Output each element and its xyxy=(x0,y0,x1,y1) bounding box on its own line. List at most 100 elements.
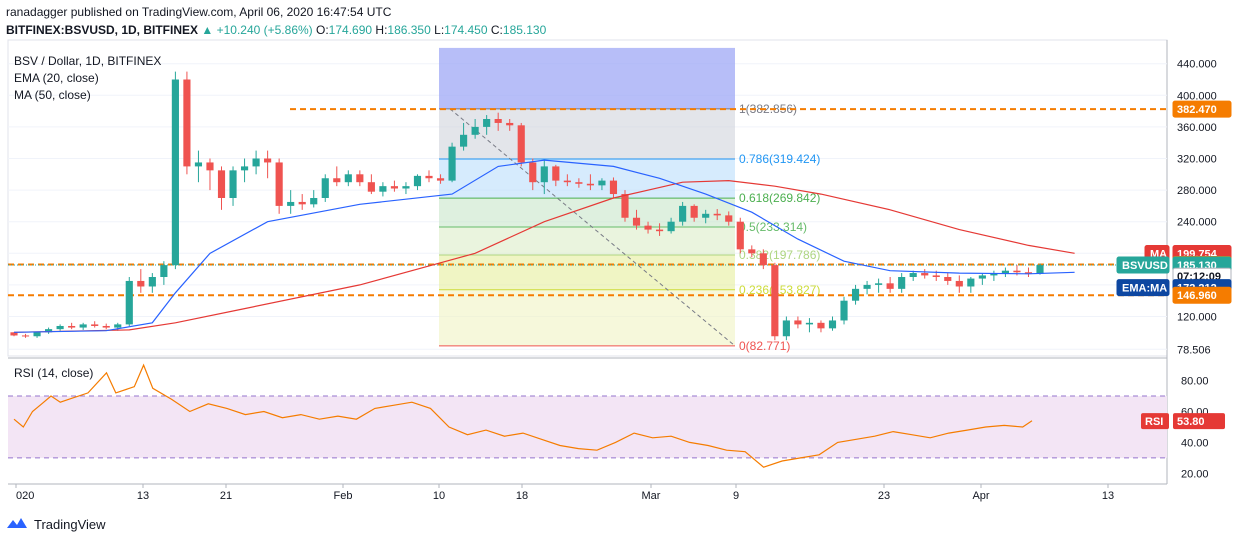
fib-label: 1(382.856) xyxy=(739,102,797,116)
candle-body xyxy=(148,277,156,287)
candle-body xyxy=(171,79,179,266)
fib-label: 0.382(197.786) xyxy=(739,248,820,262)
x-tick-label: 10 xyxy=(433,490,445,502)
candle-body xyxy=(321,178,329,198)
rsi-label-text: RSI xyxy=(1145,416,1163,428)
legend-ma[interactable]: MA (50, close) xyxy=(14,88,91,102)
candle-body xyxy=(252,158,260,167)
published-line: ranadagger published on TradingView.com,… xyxy=(6,5,392,19)
x-tick-label: Mar xyxy=(642,490,661,502)
candle-body xyxy=(402,186,410,189)
price-tag-ema-label-box xyxy=(1116,279,1170,297)
x-tick-label: 020 xyxy=(16,490,34,502)
fib-zone xyxy=(439,289,735,346)
fib-zone xyxy=(439,108,735,159)
candle-body xyxy=(782,320,790,337)
ma50-line xyxy=(13,179,1075,333)
tradingview-brand[interactable]: TradingView xyxy=(6,516,106,533)
price-tag-ema-label: EMA:MA xyxy=(1122,283,1167,295)
ohlc-close-value: 185.130 xyxy=(502,23,547,37)
x-tick-label: 13 xyxy=(1102,490,1114,502)
rsi-value-text: 53.80 xyxy=(1177,416,1205,428)
candle-body xyxy=(679,205,687,222)
candle-body xyxy=(102,325,110,328)
y-tick-label: 280.000 xyxy=(1177,185,1217,197)
candle-body xyxy=(575,182,583,184)
candle-body xyxy=(183,79,191,167)
rsi-tick-label: 40.00 xyxy=(1181,437,1209,449)
rsi-line xyxy=(13,363,1033,468)
candle-body xyxy=(10,332,18,336)
rsi-tick-label: 80.00 xyxy=(1181,376,1209,388)
ohlc-open-label: O: xyxy=(316,23,329,37)
ohlc-high-value: 186.350 xyxy=(387,23,431,37)
candle-body xyxy=(990,273,998,276)
fib-range-box xyxy=(439,47,735,109)
candle-body xyxy=(540,166,548,183)
ohlc-low-value: 174.450 xyxy=(444,23,488,37)
fib-zone xyxy=(439,158,735,199)
candle-body xyxy=(736,221,744,250)
legend-ema[interactable]: EMA (20, close) xyxy=(14,71,99,85)
candle-body xyxy=(817,322,825,329)
candle-body xyxy=(690,205,698,218)
ohlc-close-label: C: xyxy=(490,23,503,37)
candle-body xyxy=(725,215,733,222)
candle-body xyxy=(160,265,168,277)
price-tag-146-text: 146.960 xyxy=(1177,290,1217,302)
candle-body xyxy=(944,277,952,281)
y-tick-label: 400.000 xyxy=(1177,90,1217,102)
candle-body xyxy=(805,322,814,325)
candle-body xyxy=(702,213,710,218)
candle-body xyxy=(137,280,145,287)
candle-body xyxy=(390,186,399,189)
candle-body xyxy=(1001,270,1009,274)
candle-body xyxy=(955,280,963,287)
candle-body xyxy=(909,273,917,277)
x-tick-label: Feb xyxy=(334,490,353,502)
candle-body xyxy=(217,170,226,198)
candle-body xyxy=(529,162,537,183)
candle-body xyxy=(56,325,64,330)
candle-body xyxy=(275,162,283,206)
candle-body xyxy=(598,180,606,186)
candle-body xyxy=(586,183,594,186)
candle-body xyxy=(1013,270,1021,273)
y-tick-label: 320.000 xyxy=(1177,154,1217,166)
candle-body xyxy=(621,194,629,218)
candle-body xyxy=(494,119,502,123)
legend-rsi[interactable]: RSI (14, close) xyxy=(14,366,94,380)
candle-body xyxy=(609,180,618,195)
price-change: ▲ +10.240 (+5.86%) xyxy=(201,23,313,37)
candle-body xyxy=(45,329,53,333)
candle-body xyxy=(425,175,433,179)
candle-body xyxy=(240,166,249,171)
candle-body xyxy=(206,162,214,171)
candle-body xyxy=(310,198,318,205)
candle-body xyxy=(886,283,894,289)
ohlc-high-label: H: xyxy=(375,23,388,37)
candle-body xyxy=(828,320,837,329)
candle-body xyxy=(68,325,76,328)
ohlc-low-label: L: xyxy=(434,23,445,37)
x-tick-label: 23 xyxy=(878,490,890,502)
candle-body xyxy=(1036,265,1044,274)
candle-body xyxy=(517,125,525,163)
candle-body xyxy=(379,186,387,192)
candle-body xyxy=(552,166,560,181)
candle-body xyxy=(287,201,295,206)
candle-body xyxy=(978,275,986,279)
y-tick-label: 440.000 xyxy=(1177,59,1217,71)
candle-body xyxy=(344,174,352,183)
fib-trendline xyxy=(449,108,736,347)
candle-body xyxy=(91,324,99,326)
rsi-value-box xyxy=(1173,413,1225,430)
candle-body xyxy=(771,265,779,337)
price-tag-382-box xyxy=(1172,100,1232,118)
candle-body xyxy=(1024,272,1033,274)
candle-body xyxy=(655,229,664,232)
ohlc-open-value: 174.690 xyxy=(328,23,373,37)
candle-body xyxy=(851,288,860,301)
price-tag-382-text: 382.470 xyxy=(1177,104,1217,116)
